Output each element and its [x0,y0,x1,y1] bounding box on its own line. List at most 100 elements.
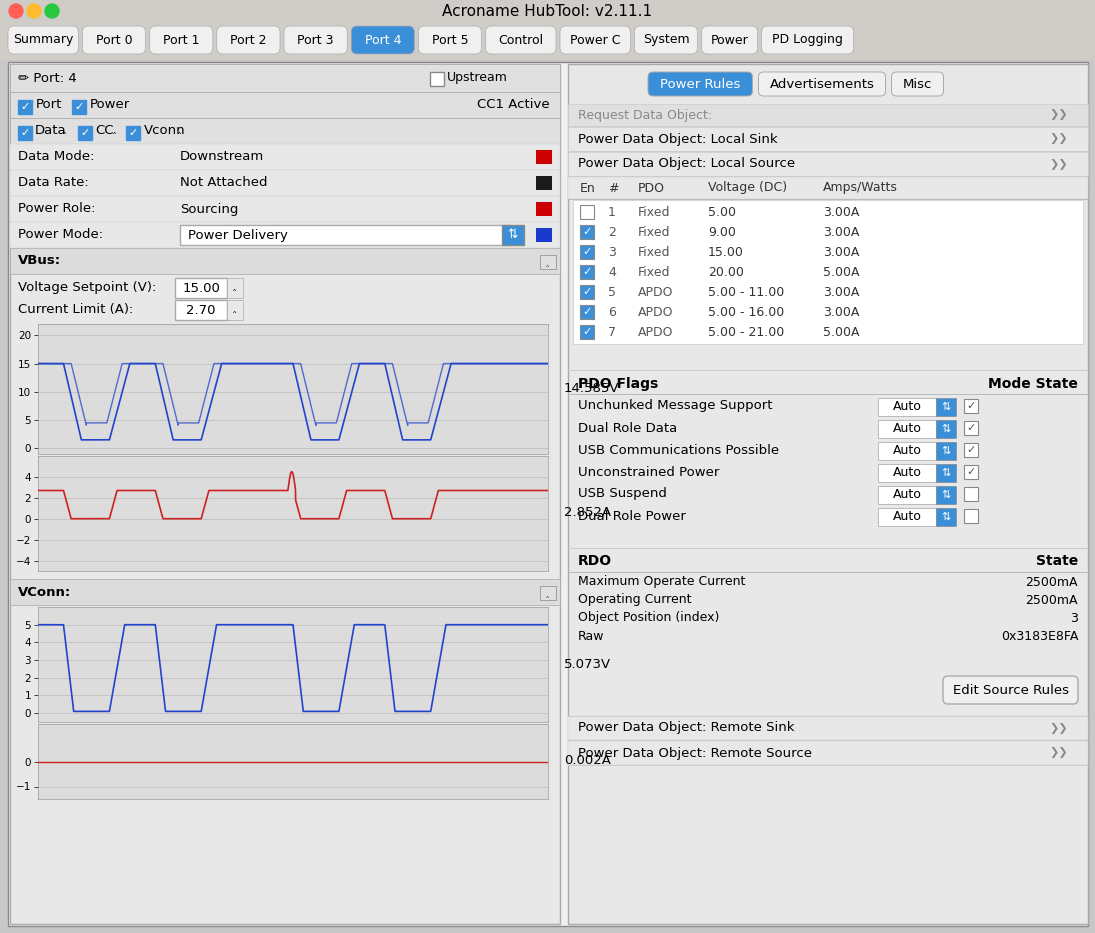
Bar [568,126,1088,127]
Bar [568,199,1088,200]
Circle shape [27,4,41,18]
Text: ❯❯: ❯❯ [1049,747,1068,759]
Text: Power Data Object: Remote Sink: Power Data Object: Remote Sink [578,721,795,734]
FancyBboxPatch shape [284,26,347,54]
Text: 5: 5 [608,285,616,299]
Bar [568,152,1088,176]
Text: ❯❯: ❯❯ [1049,159,1068,170]
Text: ‸: ‸ [546,257,550,267]
Bar [78,126,92,140]
Bar [568,765,1088,766]
Text: ⇅: ⇅ [942,490,950,500]
Bar [568,370,1088,371]
Bar [535,176,552,190]
Text: ✓: ✓ [583,227,591,237]
Text: VConn:: VConn: [18,586,71,598]
Text: ✓: ✓ [128,128,137,138]
Text: ❯❯: ❯❯ [1049,109,1068,120]
Text: Raw: Raw [578,630,604,643]
Text: PD Logging: PD Logging [772,34,843,47]
Text: 5.00A: 5.00A [823,266,860,278]
Bar [175,278,227,298]
Text: ❯❯: ❯❯ [1049,133,1068,145]
Bar [568,176,1088,177]
Bar [936,486,956,504]
Bar [573,200,1083,344]
Text: Unconstrained Power: Unconstrained Power [578,466,719,479]
Text: Not Attached: Not Attached [180,176,267,189]
FancyBboxPatch shape [217,26,280,54]
Bar [878,486,936,504]
Text: 2.852A: 2.852A [564,507,611,520]
Bar [18,100,32,114]
Text: ✓: ✓ [583,267,591,277]
Text: Power: Power [90,99,130,112]
Text: ✓: ✓ [20,128,30,138]
Bar [180,225,510,245]
Bar [580,205,593,219]
Bar [580,305,593,319]
Text: Downstream: Downstream [180,150,264,163]
Text: 2500mA: 2500mA [1026,576,1077,589]
Text: ✓: ✓ [74,102,83,112]
Text: Fixed: Fixed [638,245,670,258]
Text: Misc: Misc [902,77,932,91]
Text: 5.00 - 11.00: 5.00 - 11.00 [708,285,784,299]
FancyBboxPatch shape [82,26,146,54]
Text: Power C: Power C [570,34,621,47]
FancyBboxPatch shape [8,26,79,54]
Bar [878,420,936,438]
Text: CC: CC [95,124,114,137]
Bar [568,572,1088,573]
Text: Unchunked Message Support: Unchunked Message Support [578,399,772,412]
Text: 3.00A: 3.00A [823,205,860,218]
Text: Data Mode:: Data Mode: [18,150,94,163]
Text: 9.00: 9.00 [708,226,736,239]
Text: 5.00: 5.00 [708,205,736,218]
Bar [10,92,560,118]
Text: Auto: Auto [892,510,921,523]
Text: Data Rate:: Data Rate: [18,176,89,189]
Bar [535,202,552,216]
Text: ✏ Port: 4: ✏ Port: 4 [18,72,77,85]
Bar [568,394,1088,395]
Bar [568,716,1088,717]
Text: ⇅: ⇅ [942,424,950,434]
Text: Dual Role Power: Dual Role Power [578,509,685,522]
Bar [227,300,243,320]
Text: ✓: ✓ [20,102,30,112]
Bar [10,64,560,92]
Text: CC1 Active: CC1 Active [477,99,550,112]
Circle shape [9,4,23,18]
Text: 2.70: 2.70 [186,303,216,316]
Text: Control: Control [498,34,543,47]
Text: Auto: Auto [892,423,921,436]
Text: Port: Port [36,99,62,112]
Bar [568,548,1088,549]
Text: Advertisements: Advertisements [770,77,875,91]
FancyBboxPatch shape [634,26,698,54]
Bar [568,64,1088,924]
Bar [10,118,560,144]
Text: Fixed: Fixed [638,226,670,239]
Bar [10,196,560,222]
Bar [0,0,1095,22]
Text: 2500mA: 2500mA [1026,593,1077,606]
FancyBboxPatch shape [759,72,886,96]
FancyBboxPatch shape [943,676,1077,704]
Bar [175,300,227,320]
Bar [568,127,1088,151]
Text: Power Data Object: Remote Source: Power Data Object: Remote Source [578,746,812,759]
Text: Fixed: Fixed [638,266,670,278]
Bar [964,399,978,413]
Text: Port 1: Port 1 [163,34,199,47]
Bar [580,285,593,299]
Bar [10,579,560,605]
Text: Voltage (DC): Voltage (DC) [708,182,787,194]
Bar [568,741,1088,765]
Bar [936,442,956,460]
Text: Dual Role Data: Dual Role Data [578,422,677,435]
Text: ✓: ✓ [583,287,591,297]
Text: Power Data Object: Local Source: Power Data Object: Local Source [578,158,795,171]
Bar [227,278,243,298]
